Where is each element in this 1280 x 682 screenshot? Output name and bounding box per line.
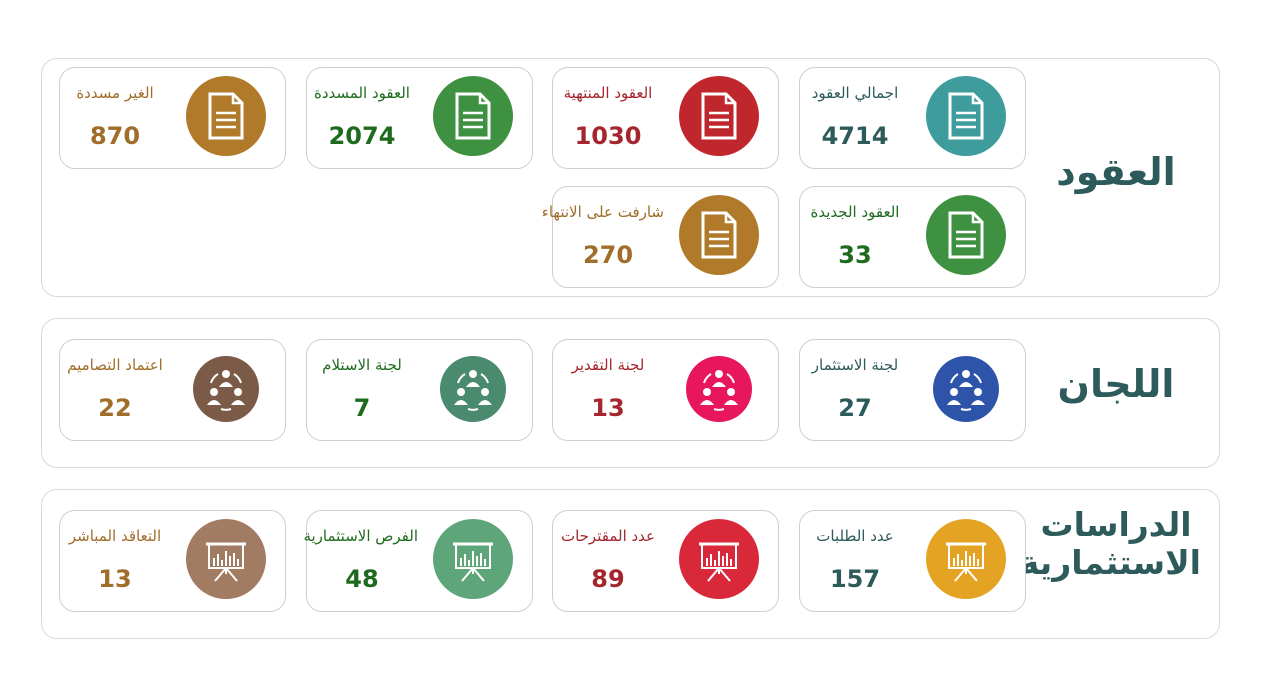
card-paid-contracts[interactable]: العقود المسددة 2074	[306, 67, 533, 169]
committee-icon	[686, 356, 752, 422]
card-value: 7	[353, 394, 371, 422]
card-value: 1030	[574, 122, 642, 150]
document-icon	[926, 195, 1006, 275]
card-near-expiry-contracts[interactable]: شارفت على الانتهاء 270	[541, 186, 779, 288]
committee-icon	[193, 356, 259, 422]
contracts-section-title: العقود	[1056, 150, 1176, 194]
card-design-approval[interactable]: اعتماد التصاميم 22	[59, 339, 286, 441]
document-icon	[433, 76, 513, 156]
card-requests-count[interactable]: عدد الطلبات 157	[799, 510, 1026, 612]
committees-section-title: اللجان	[1057, 362, 1175, 406]
card-label: العقود الجديدة	[810, 203, 900, 221]
card-value: 157	[829, 565, 881, 593]
card-label: اعتماد التصاميم	[67, 356, 163, 374]
card-label: الفرص الاستثمارية	[303, 527, 418, 545]
committee-icon	[933, 356, 999, 422]
card-value: 22	[98, 394, 132, 422]
investment-studies-panel: الدراسات الاستثمارية عدد الطلبات 157 عدد…	[41, 489, 1220, 639]
document-icon	[186, 76, 266, 156]
card-valuation-committee[interactable]: لجنة التقدير 13	[552, 339, 779, 441]
card-value: 4714	[821, 122, 889, 150]
presentation-board-icon	[679, 519, 759, 599]
document-icon	[679, 195, 759, 275]
card-label: الغير مسددة	[76, 84, 154, 102]
card-value: 13	[98, 565, 132, 593]
investment-studies-section-title: الدراسات الاستثمارية	[1019, 505, 1201, 582]
contracts-panel: العقود اجمالي العقود 4714 العقود المنتهي…	[41, 58, 1220, 297]
card-receiving-committee[interactable]: لجنة الاستلام 7	[306, 339, 533, 441]
card-new-contracts[interactable]: العقود الجديدة 33	[799, 186, 1026, 288]
document-icon	[679, 76, 759, 156]
document-icon	[926, 76, 1006, 156]
card-label: التعاقد المباشر	[68, 527, 162, 545]
card-proposals-count[interactable]: عدد المقترحات 89	[552, 510, 779, 612]
card-label: شارفت على الانتهاء	[541, 203, 664, 221]
card-label: لجنة الاستلام	[322, 356, 402, 374]
presentation-board-icon	[926, 519, 1006, 599]
card-label: العقود المسددة	[314, 84, 410, 102]
card-value: 33	[838, 241, 872, 269]
card-label: اجمالي العقود	[811, 84, 899, 102]
presentation-board-icon	[433, 519, 513, 599]
card-label: لجنة الاستثمار	[811, 356, 899, 374]
card-value: 870	[89, 122, 141, 150]
card-value: 27	[838, 394, 872, 422]
committees-panel: اللجان لجنة الاستثمار 27 لجنة التقدير 13…	[41, 318, 1220, 468]
card-unpaid-contracts[interactable]: الغير مسددة 870	[59, 67, 286, 169]
card-value: 270	[582, 241, 634, 269]
card-label: عدد الطلبات	[816, 527, 894, 545]
card-direct-contracting[interactable]: التعاقد المباشر 13	[59, 510, 286, 612]
committee-icon	[440, 356, 506, 422]
card-value: 89	[591, 565, 625, 593]
card-total-contracts[interactable]: اجمالي العقود 4714	[799, 67, 1026, 169]
card-label: عدد المقترحات	[560, 527, 656, 545]
card-label: لجنة التقدير	[571, 356, 645, 374]
card-expired-contracts[interactable]: العقود المنتهية 1030	[552, 67, 779, 169]
card-label: العقود المنتهية	[563, 84, 653, 102]
card-investment-opportunities[interactable]: الفرص الاستثمارية 48	[303, 510, 533, 612]
card-value: 13	[591, 394, 625, 422]
card-value: 2074	[328, 122, 396, 150]
card-value: 48	[345, 565, 379, 593]
card-investment-committee[interactable]: لجنة الاستثمار 27	[799, 339, 1026, 441]
presentation-board-icon	[186, 519, 266, 599]
